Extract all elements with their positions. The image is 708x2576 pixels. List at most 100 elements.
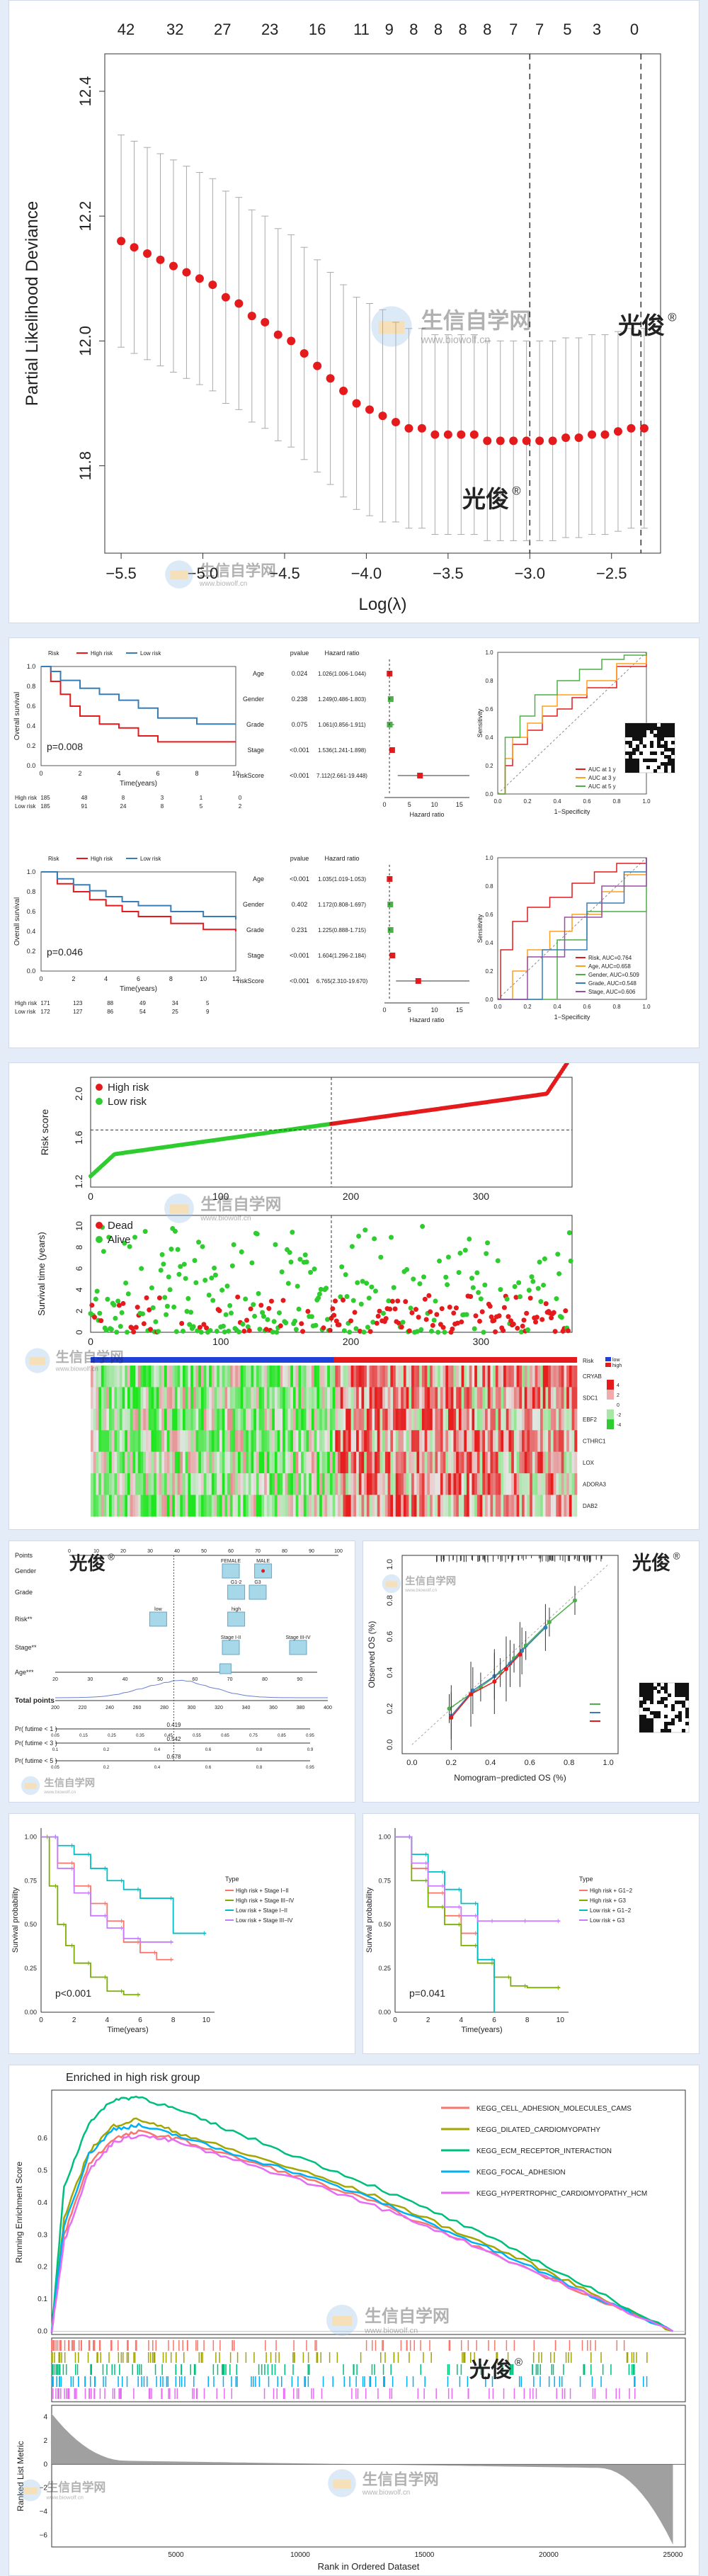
- survival-point: [344, 1294, 350, 1300]
- cv-point: [261, 317, 270, 327]
- heatmap-cell: [522, 1451, 525, 1474]
- heatmap-cell: [182, 1494, 185, 1517]
- km-x-tick-label: 4: [459, 2016, 464, 2024]
- heatmap-cell: [311, 1408, 314, 1431]
- heatmap-cell: [440, 1408, 443, 1431]
- risk-point: [564, 1063, 569, 1066]
- x-tick-label: −5.5: [105, 564, 136, 582]
- heatmap-cell: [119, 1387, 122, 1409]
- heatmap-cell: [277, 1387, 280, 1409]
- heatmap-cell: [127, 1430, 131, 1453]
- heatmap-cell: [524, 1494, 527, 1517]
- qr-module: [636, 730, 639, 734]
- heatmap-cell: [280, 1387, 283, 1409]
- heatmap-cell: [253, 1451, 257, 1474]
- heatmap-cell: [350, 1408, 354, 1431]
- survival-point: [333, 1318, 339, 1324]
- author-reg: ®: [673, 1551, 680, 1562]
- cv-point: [588, 430, 597, 439]
- risk-table-value: 88: [107, 1000, 113, 1006]
- watermark-brand: 生信自学网: [365, 2306, 450, 2326]
- heatmap-cell: [553, 1451, 556, 1474]
- risk-legend-swatch: [96, 1084, 103, 1091]
- heatmap-cell: [248, 1408, 251, 1431]
- survival-point: [395, 1298, 401, 1304]
- nomogram-box-label: FEMALE: [221, 1559, 241, 1564]
- survival-point: [202, 1278, 208, 1283]
- qr-module: [653, 1686, 657, 1690]
- heatmap-cell: [530, 1387, 533, 1409]
- heatmap-cell: [246, 1408, 249, 1431]
- forest-hr-text: 1.026(1.006-1.044): [318, 671, 366, 677]
- heatmap-cell: [235, 1408, 239, 1431]
- risk-table-value: 185: [40, 803, 50, 810]
- heatmap-cell: [219, 1366, 222, 1388]
- heatmap-cell: [130, 1408, 133, 1431]
- heatmap-cell: [346, 1473, 349, 1495]
- heatmap-cell: [571, 1387, 575, 1409]
- heatmap-cell: [137, 1430, 141, 1453]
- heatmap-cell: [119, 1451, 122, 1474]
- heatmap-cell: [390, 1366, 394, 1388]
- heatmap-cell: [106, 1387, 110, 1409]
- qr-module: [625, 730, 629, 734]
- qr-module: [657, 766, 661, 769]
- roc-legend-label: AUC at 5 y: [588, 783, 616, 790]
- qr-module: [636, 759, 639, 762]
- qr-module: [639, 1690, 643, 1693]
- heatmap-cell: [130, 1430, 133, 1453]
- heatmap-cell: [427, 1451, 430, 1474]
- survival-point: [184, 1309, 190, 1315]
- gsea-metric-y-tick-label: −6: [40, 2531, 48, 2539]
- heatmap-cell: [361, 1451, 365, 1474]
- heatmap-cell: [200, 1387, 204, 1409]
- heatmap-cell: [445, 1451, 449, 1474]
- heatmap-cell: [346, 1387, 349, 1409]
- survival-point: [304, 1259, 309, 1265]
- heatmap-cell: [211, 1387, 215, 1409]
- survival-point: [469, 1276, 474, 1281]
- heatmap-cell: [316, 1387, 320, 1409]
- qr-module: [668, 727, 671, 730]
- survival-point: [316, 1295, 321, 1301]
- heatmap-cell: [564, 1366, 567, 1388]
- gsea-curve: [50, 2134, 674, 2333]
- nomogram-points-tick: 100: [334, 1549, 343, 1554]
- qr-module: [657, 1711, 661, 1715]
- heatmap-cell: [409, 1473, 412, 1495]
- heatmap-cell: [472, 1473, 475, 1495]
- heatmap-cell: [516, 1387, 520, 1409]
- heatmap-cell: [145, 1430, 149, 1453]
- roc-curve: [498, 858, 647, 1000]
- heatmap-cell: [159, 1408, 162, 1431]
- heatmap-cell: [524, 1366, 527, 1388]
- survival-point: [258, 1303, 264, 1308]
- heatmap-cell: [340, 1473, 343, 1495]
- heatmap-cell: [301, 1473, 304, 1495]
- calibration-point: [520, 1648, 525, 1653]
- heatmap-cell: [535, 1451, 538, 1474]
- cv-point: [548, 436, 557, 446]
- nomogram-row-label: Risk**: [15, 1616, 33, 1623]
- risk-table-value: 25: [172, 1009, 178, 1015]
- qr-module: [636, 744, 639, 748]
- heatmap-cell: [164, 1473, 167, 1495]
- heatmap-cell: [211, 1473, 215, 1495]
- heatmap-cell: [222, 1408, 225, 1431]
- heatmap-cell: [235, 1387, 239, 1409]
- heatmap-cell: [114, 1473, 118, 1495]
- heatmap-cell: [261, 1408, 265, 1431]
- heatmap-cell: [188, 1473, 191, 1495]
- heatmap-cell: [177, 1387, 181, 1409]
- heatmap-cell: [453, 1494, 457, 1517]
- heatmap-cell: [298, 1430, 302, 1453]
- heatmap-cell: [535, 1366, 538, 1388]
- km-legend-title: Type: [579, 1876, 593, 1883]
- heatmap-cell: [266, 1451, 270, 1474]
- heatmap-cell: [487, 1408, 491, 1431]
- heatmap-cell: [384, 1408, 388, 1431]
- heatmap-cell: [200, 1473, 204, 1495]
- heatmap-cell: [143, 1387, 147, 1409]
- heatmap-cell: [421, 1473, 425, 1495]
